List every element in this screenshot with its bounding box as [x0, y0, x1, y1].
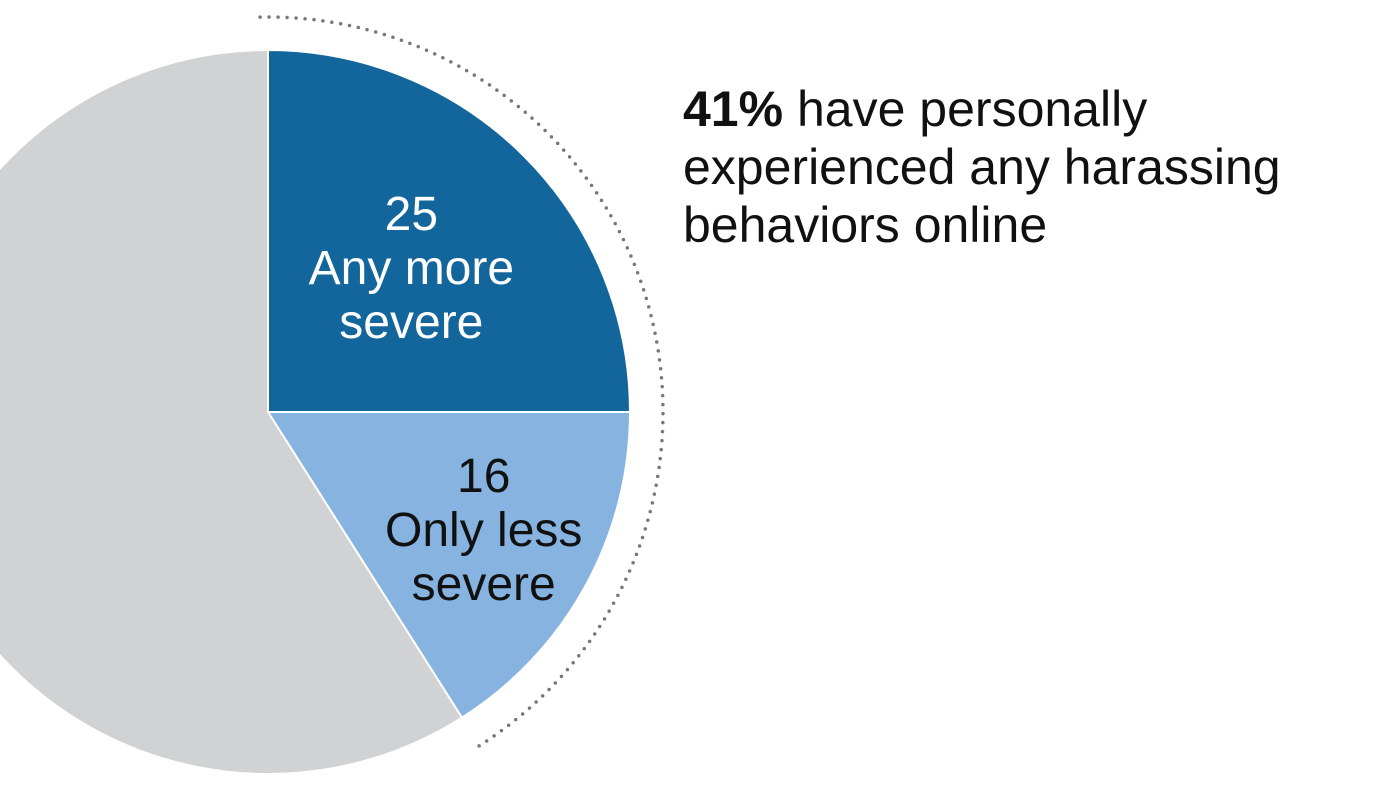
pie-slice — [267, 48, 632, 413]
pie-slice — [0, 48, 464, 775]
slice-value: 16 — [457, 449, 511, 503]
slice-name: Only less severe — [385, 503, 583, 611]
annotation-bold: 41% — [683, 81, 784, 137]
slice-label: 25 Any more severe — [271, 188, 551, 350]
slice-label: 16 Only less severe — [344, 450, 624, 612]
pie-slice — [266, 411, 632, 720]
slice-name: Any more severe — [308, 241, 515, 349]
annotation: 41% have personally experienced any hara… — [683, 80, 1383, 254]
slice-value: 25 — [384, 187, 439, 241]
bracket-arc — [258, 15, 665, 752]
annotation-text: have personally experienced any harassin… — [683, 81, 1281, 253]
